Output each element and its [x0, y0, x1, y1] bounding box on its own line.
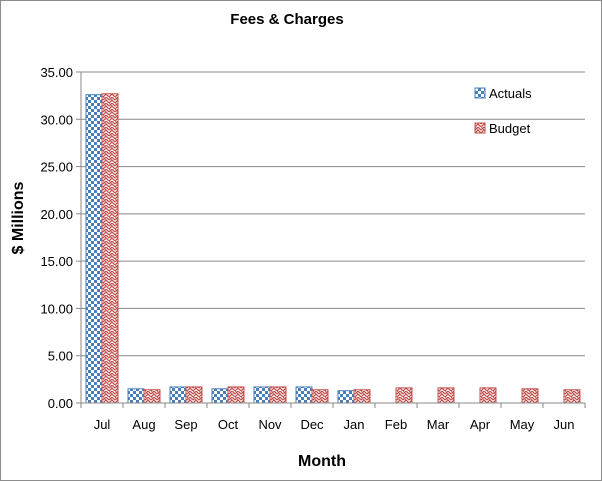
x-tick-label: Apr — [470, 417, 491, 432]
x-tick-label: Jun — [554, 417, 575, 432]
x-tick-label: Sep — [174, 417, 197, 432]
bar-budget-sep — [185, 386, 203, 404]
x-tick-label: May — [510, 417, 535, 432]
bar-actuals-sep — [169, 386, 187, 404]
bar-budget-dec — [311, 389, 329, 404]
y-tick-labels: 0.00 5.00 10.00 15.00 20.00 25.00 30.00 35.00 — [40, 65, 73, 411]
bar-actuals-jan — [337, 390, 355, 404]
bar-budget-nov — [269, 386, 287, 404]
legend-label-budget: Budget — [489, 121, 531, 136]
bar-budget-oct — [227, 386, 245, 404]
bar-actuals-jul — [85, 94, 103, 404]
legend-swatch-actuals — [474, 87, 486, 99]
bar-budget-jun — [563, 389, 581, 404]
legend-label-actuals: Actuals — [489, 86, 532, 101]
x-tick-label: Jul — [94, 417, 111, 432]
y-tick-label: 15.00 — [40, 254, 73, 269]
y-tick-label: 0.00 — [48, 396, 73, 411]
x-axis-title: Month — [298, 453, 346, 470]
y-axis-title: $ Millions — [10, 181, 27, 254]
x-tick-label: Oct — [218, 417, 239, 432]
legend-swatch-budget — [474, 122, 486, 134]
y-tick-label: 10.00 — [40, 301, 73, 316]
bar-budget-may — [521, 388, 539, 404]
x-tick-label: Dec — [300, 417, 324, 432]
y-tick-label: 20.00 — [40, 207, 73, 222]
x-tick-labels: Jul Aug Sep Oct Nov Dec Jan Feb Mar Apr May Jun — [94, 417, 575, 432]
bar-budget-jul — [101, 93, 119, 404]
bar-budget-mar — [437, 387, 455, 404]
bar-actuals-aug — [127, 388, 145, 404]
axes — [76, 71, 586, 408]
bar-budget-aug — [143, 389, 161, 404]
x-tick-label: Nov — [258, 417, 282, 432]
bar-actuals-dec — [295, 386, 313, 404]
bars — [85, 93, 581, 404]
legend: Actuals Budget — [474, 86, 532, 136]
x-tick-label: Jan — [344, 417, 365, 432]
bar-budget-feb — [395, 387, 413, 404]
y-tick-label: 30.00 — [40, 112, 73, 127]
y-tick-label: 25.00 — [40, 160, 73, 175]
y-tick-label: 35.00 — [40, 65, 73, 80]
x-tick-label: Mar — [427, 417, 450, 432]
bar-budget-jan — [353, 389, 371, 404]
gridlines — [81, 71, 585, 357]
bar-actuals-oct — [211, 388, 229, 404]
y-tick-label: 5.00 — [48, 349, 73, 364]
bar-budget-apr — [479, 387, 497, 404]
x-tick-label: Feb — [385, 417, 407, 432]
chart-title: Fees & Charges — [230, 11, 343, 28]
x-tick-label: Aug — [132, 417, 155, 432]
bar-actuals-nov — [253, 386, 271, 404]
